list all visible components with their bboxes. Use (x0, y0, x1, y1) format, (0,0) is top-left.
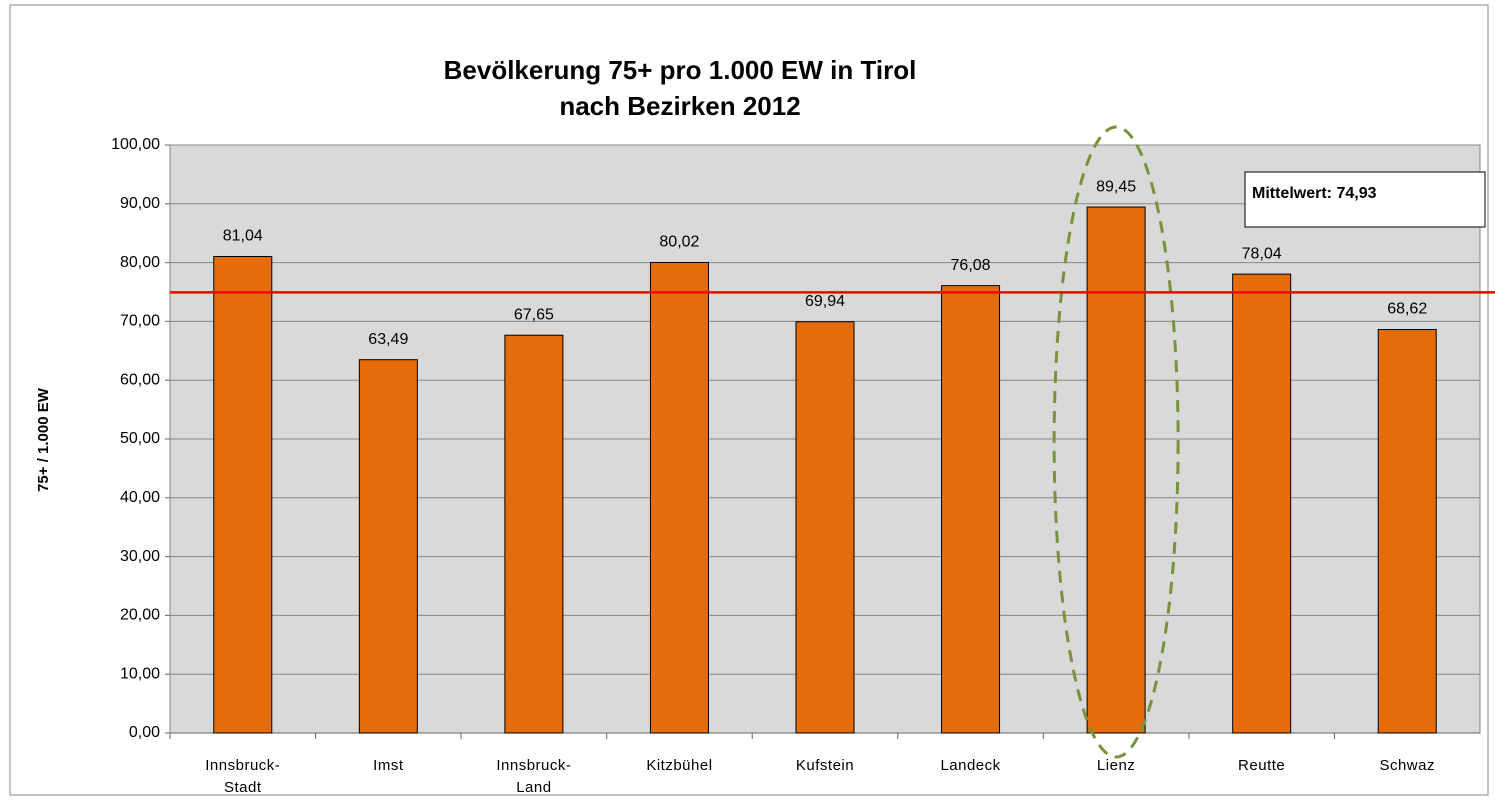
mean-box (1244, 171, 1486, 228)
x-tick-label: Lienz (1096, 757, 1136, 774)
mean-label: Mittelwert: 74,93 (1252, 185, 1377, 202)
data-label: 81,04 (223, 228, 263, 245)
data-label: 89,45 (1096, 178, 1136, 195)
data-label: 68,62 (1387, 301, 1427, 318)
x-tick-label: Kufstein (795, 757, 855, 774)
x-tick-label: Innsbruck-Stadt (205, 757, 281, 796)
bar (795, 321, 855, 734)
y-tick-label: 70,00 (120, 313, 160, 330)
y-tick-label: 10,00 (120, 665, 160, 682)
highlight-ellipse (1052, 125, 1180, 759)
chart-title: Bevölkerung 75+ pro 1.000 EW in Tirol (444, 55, 917, 85)
x-tick-label: Schwaz (1379, 757, 1435, 774)
data-label: 69,94 (805, 293, 845, 310)
y-tick-label: 80,00 (120, 254, 160, 271)
x-tick-label: Kitzbühel (646, 757, 713, 774)
x-tick-label: Landeck (940, 757, 1001, 774)
bar (1086, 206, 1146, 734)
y-tick-label: 50,00 (120, 430, 160, 447)
y-axis-label: 75+ / 1.000 EW (35, 387, 52, 492)
data-label: 78,04 (1242, 245, 1282, 262)
y-tick-label: 0,00 (129, 724, 160, 741)
bar (213, 255, 273, 734)
data-label: 63,49 (368, 331, 408, 348)
bar (1377, 329, 1437, 734)
y-tick-label: 40,00 (120, 489, 160, 506)
data-label: 67,65 (514, 306, 554, 323)
bar (649, 261, 709, 734)
x-tick-label: Imst (373, 757, 404, 774)
data-label: 80,02 (659, 234, 699, 251)
y-tick-label: 20,00 (120, 607, 160, 624)
y-tick-label: 100,00 (111, 136, 160, 153)
y-tick-label: 90,00 (120, 195, 160, 212)
bar (941, 285, 1001, 734)
x-tick-label: Innsbruck-Land (496, 757, 572, 796)
chart-title: nach Bezirken 2012 (559, 91, 800, 121)
bar (1232, 273, 1292, 734)
y-tick-label: 30,00 (120, 548, 160, 565)
data-label: 76,08 (951, 257, 991, 274)
y-tick-label: 60,00 (120, 371, 160, 388)
bar (504, 334, 564, 734)
x-tick-label: Reutte (1238, 757, 1286, 774)
bar (358, 359, 418, 734)
